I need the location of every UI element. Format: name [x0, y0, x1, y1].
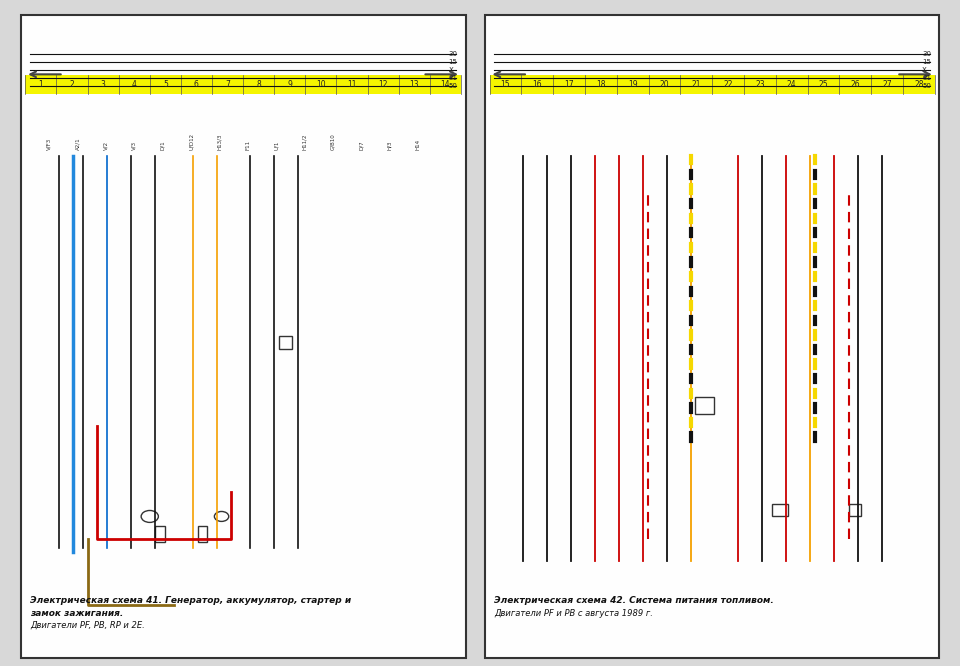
Text: 50: 50 [448, 83, 457, 89]
Text: V/3: V/3 [132, 141, 137, 150]
Text: 15: 15 [501, 81, 511, 89]
Text: V/2: V/2 [104, 141, 108, 150]
Text: 28: 28 [914, 81, 924, 89]
Text: H11/2: H11/2 [302, 133, 307, 150]
Text: 4: 4 [132, 81, 136, 89]
Text: A2/1: A2/1 [75, 137, 80, 150]
Text: 9: 9 [287, 81, 292, 89]
Text: 27: 27 [882, 81, 892, 89]
Text: F11: F11 [246, 139, 251, 150]
Text: 2: 2 [70, 81, 74, 89]
Text: 50: 50 [923, 83, 931, 89]
Text: 23: 23 [755, 81, 764, 89]
Bar [772, 503, 788, 516]
Text: 20: 20 [660, 81, 669, 89]
Bar [20, 15, 466, 658]
Text: 31: 31 [923, 75, 931, 81]
Text: 1: 1 [38, 81, 43, 89]
Text: 17: 17 [564, 81, 574, 89]
Text: U/1: U/1 [274, 140, 278, 150]
Text: Электрическая схема 42. Система питания топливом.: Электрическая схема 42. Система питания … [494, 596, 774, 605]
Text: 30: 30 [923, 51, 931, 57]
Text: 31: 31 [448, 75, 457, 81]
Text: 6: 6 [194, 81, 199, 89]
Text: U/D12: U/D12 [188, 133, 194, 150]
Text: V/F3: V/F3 [47, 137, 52, 150]
Bar [25, 75, 461, 95]
Text: замок зажигания.: замок зажигания. [30, 609, 123, 618]
Text: H13/3: H13/3 [217, 133, 222, 150]
Bar [849, 503, 861, 516]
Text: X: X [923, 67, 927, 73]
Text: H14: H14 [416, 139, 420, 150]
Text: Двигатели PF и PB с августа 1989 г.: Двигатели PF и PB с августа 1989 г. [494, 609, 653, 618]
Text: 8: 8 [256, 81, 261, 89]
Text: 22: 22 [723, 81, 732, 89]
Text: 25: 25 [819, 81, 828, 89]
Text: 12: 12 [378, 81, 388, 89]
Text: D/7: D/7 [359, 140, 364, 150]
Text: 15: 15 [923, 59, 931, 65]
Bar [155, 526, 164, 542]
Text: 10: 10 [316, 81, 325, 89]
Bar [485, 15, 940, 658]
Text: 14: 14 [441, 81, 450, 89]
Text: D/1: D/1 [160, 140, 165, 150]
Text: 21: 21 [691, 81, 701, 89]
Text: 11: 11 [348, 81, 357, 89]
Text: 30: 30 [448, 51, 457, 57]
Bar [279, 336, 293, 349]
Text: 15: 15 [448, 59, 457, 65]
Text: 16: 16 [533, 81, 542, 89]
Text: Электрическая схема 41. Генератор, аккумулятор, стартер и: Электрическая схема 41. Генератор, аккум… [30, 596, 351, 605]
Bar [695, 398, 714, 414]
Text: G/B10: G/B10 [330, 133, 335, 150]
Text: 24: 24 [787, 81, 797, 89]
Text: 13: 13 [409, 81, 419, 89]
Text: Двигатели PF, PB, RP и 2E.: Двигатели PF, PB, RP и 2E. [30, 621, 145, 629]
Text: 26: 26 [851, 81, 860, 89]
Bar [490, 75, 935, 95]
Bar [198, 526, 206, 542]
Text: H/3: H/3 [387, 140, 393, 150]
Text: X: X [448, 67, 453, 73]
Text: 5: 5 [163, 81, 168, 89]
Text: 19: 19 [628, 81, 637, 89]
Text: 18: 18 [596, 81, 606, 89]
Text: 7: 7 [225, 81, 230, 89]
Text: 3: 3 [101, 81, 106, 89]
